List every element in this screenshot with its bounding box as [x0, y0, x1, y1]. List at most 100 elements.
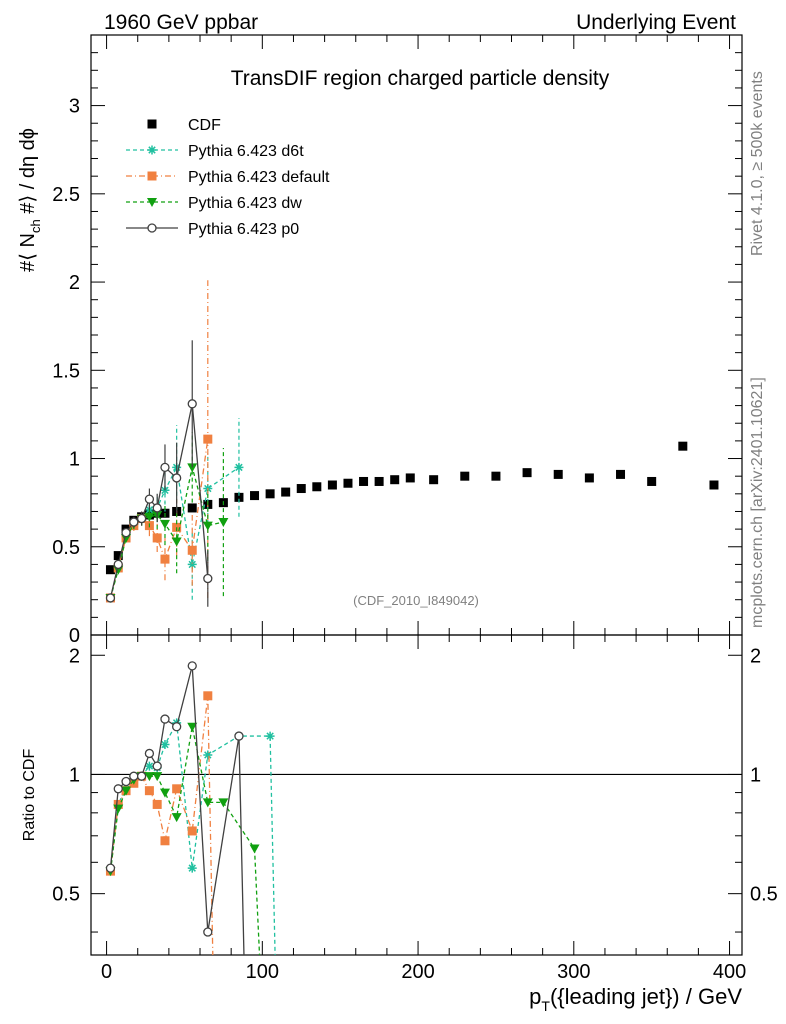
ratio-series	[105, 661, 276, 956]
x-tick-label: 100	[246, 961, 279, 983]
ratio-y-tick-label: 0.5	[52, 884, 80, 906]
main-point	[616, 469, 626, 479]
main-point	[312, 482, 322, 492]
ratio-series-line	[109, 720, 276, 956]
main-series-line	[109, 439, 209, 599]
ratio-point	[171, 813, 182, 823]
main-panel: 0 0.5 1 1.5 2 2.5 3 TransDIF region charged pa…	[17, 34, 743, 647]
main-y-tick-label: 0	[69, 625, 80, 647]
main-point	[359, 476, 369, 486]
main-point	[144, 494, 155, 504]
main-y-tick-label: 2.5	[52, 184, 80, 206]
main-point	[160, 462, 170, 473]
main-point	[234, 492, 244, 502]
main-point	[327, 480, 337, 490]
legend-item: Pythia 6.423 p0	[126, 221, 299, 238]
legend-marker	[147, 171, 157, 181]
main-point	[105, 565, 115, 575]
ratio-point	[203, 691, 213, 701]
ratio-y-axis-label: Ratio to CDF	[21, 749, 38, 842]
ratio-y-tick-label: 1	[69, 764, 80, 786]
main-point	[265, 489, 275, 499]
main-point	[390, 475, 400, 485]
ratio-point	[121, 786, 132, 796]
ratio-point	[144, 772, 155, 782]
ratio-point	[152, 761, 162, 771]
ratio-point	[249, 844, 260, 854]
main-point	[203, 434, 213, 444]
ratio-point	[234, 731, 244, 741]
ratio-point	[187, 661, 197, 671]
main-point	[296, 484, 306, 494]
ratio-series-0	[105, 718, 276, 956]
main-y-tick-label: 2	[69, 272, 80, 294]
main-point	[405, 473, 415, 483]
legend-marker	[147, 223, 157, 233]
legend-label: Pythia 6.423 dw	[188, 195, 302, 212]
legend-marker	[147, 119, 157, 129]
ratio-point	[136, 771, 147, 781]
ratio-point	[113, 804, 124, 814]
main-point	[171, 537, 182, 547]
ratio-point	[187, 863, 197, 873]
legend-label: Pythia 6.423 default	[188, 169, 330, 186]
legend-label: Pythia 6.423 d6t	[188, 143, 304, 160]
legend-item: CDF	[147, 117, 221, 134]
ratio-series-line	[109, 665, 245, 956]
x-tick-label: 0	[101, 961, 112, 983]
ratio-y-tick-label: 2	[69, 645, 80, 667]
main-ticks: 0 0.5 1 1.5 2 2.5 3	[52, 35, 742, 647]
main-point	[584, 473, 594, 483]
ratio-frame	[90, 634, 743, 956]
ratio-point	[105, 863, 116, 873]
ratio-point	[152, 799, 162, 809]
main-point	[647, 476, 657, 486]
rivet-version-label: Rivet 4.1.0, ≥ 500k events	[749, 71, 766, 256]
main-point	[113, 559, 123, 570]
ratio-series-line	[109, 695, 214, 956]
ratio-point	[159, 788, 170, 798]
main-series-line	[109, 467, 224, 599]
main-point	[678, 441, 688, 451]
legend-marker	[147, 145, 157, 155]
main-y-axis-label: #⟨ Nch #⟩ / dη dϕ	[17, 128, 43, 272]
main-y-tick-label: 0.5	[52, 537, 80, 559]
ratio-point	[144, 761, 154, 771]
main-point	[187, 503, 197, 513]
main-series-4	[105, 340, 213, 607]
legend-item: Pythia 6.423 d6t	[126, 143, 304, 160]
main-point	[159, 519, 170, 529]
ratio-point	[113, 784, 123, 794]
ratio-ticks: 0.5 0.5 1 1 2 2 0 100 200 300 400	[52, 635, 778, 983]
x-tick-label: 200	[401, 961, 434, 983]
main-point	[374, 476, 384, 486]
main-y-tick-label: 3	[69, 96, 80, 118]
legend-item: Pythia 6.423 dw	[126, 195, 302, 212]
ratio-point	[172, 722, 182, 732]
main-title: TransDIF region charged particle density	[231, 67, 610, 90]
ratio-point	[113, 799, 123, 809]
main-point	[203, 573, 213, 584]
main-point	[187, 545, 197, 555]
header-left-label: 1960 GeV ppbar	[104, 11, 258, 34]
main-point	[187, 559, 197, 569]
ratio-series-2	[105, 722, 261, 956]
main-point	[121, 527, 131, 538]
x-axis-label: pT({leading jet}) / GeV	[529, 984, 742, 1014]
ratio-series-3	[105, 661, 245, 956]
main-series-line	[109, 403, 209, 599]
ratio-point	[187, 826, 197, 836]
main-y-tick-label: 1	[69, 449, 80, 471]
ratio-point	[187, 722, 198, 732]
ratio-point	[172, 784, 182, 794]
ratio-point	[144, 748, 155, 759]
ratio-point	[218, 798, 229, 808]
ratio-panel: 0.5 0.5 1 1 2 2 0 100 200 300 400 Ratio to CDF pT(…	[21, 634, 778, 1014]
main-point	[709, 480, 719, 490]
main-point	[522, 468, 532, 478]
main-point	[234, 462, 244, 472]
ratio-series-1	[105, 691, 214, 956]
main-point	[144, 512, 155, 522]
main-point	[491, 471, 501, 481]
